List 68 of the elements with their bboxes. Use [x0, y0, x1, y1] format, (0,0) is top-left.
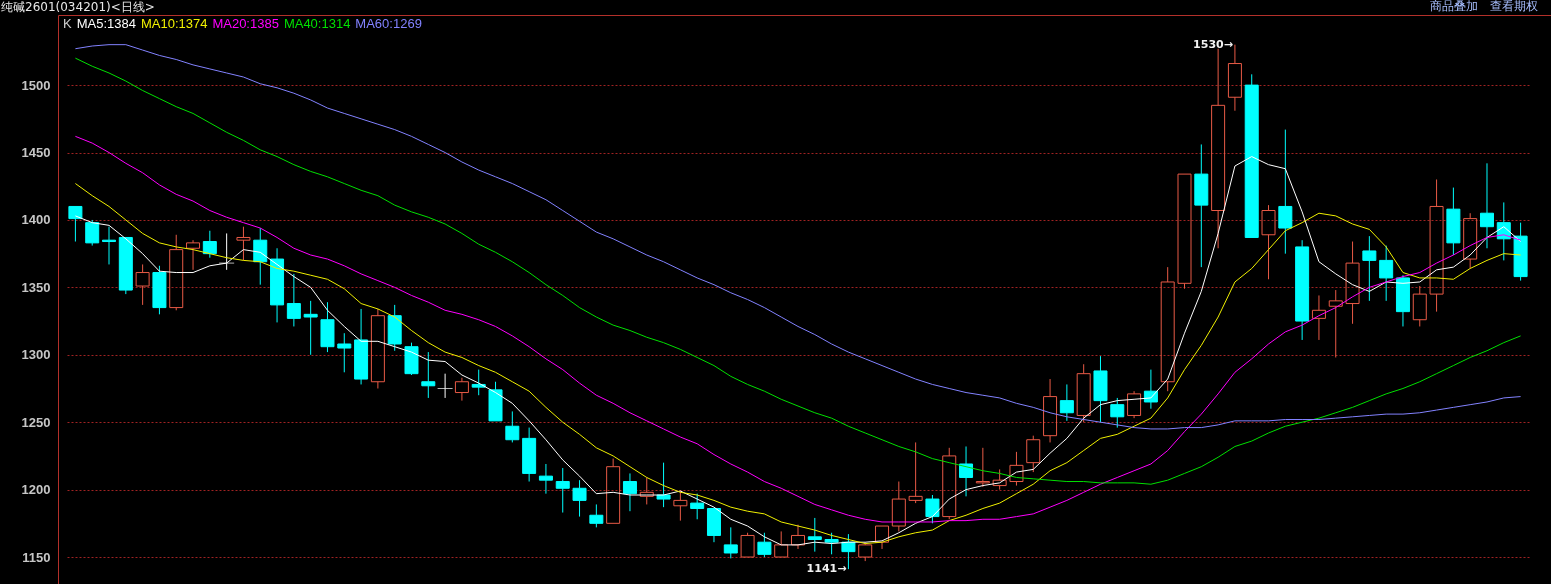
- candlestick: [522, 427, 537, 483]
- candlestick: [354, 308, 369, 385]
- candlestick: [1261, 204, 1276, 280]
- candlestick: [1009, 451, 1024, 487]
- candlestick: [622, 472, 637, 512]
- candlestick: [975, 447, 990, 488]
- text: MA40:1314: [283, 16, 351, 31]
- y-tick-label: 1500: [21, 77, 51, 93]
- annotation: 1141→: [806, 562, 847, 576]
- candlestick: [538, 463, 553, 495]
- candlestick: [303, 300, 318, 356]
- candlestick: [135, 263, 150, 306]
- candlestick: [572, 479, 587, 518]
- candlestick: [807, 517, 822, 553]
- text: MA60:1269: [355, 16, 422, 31]
- candlestick: [1093, 355, 1108, 423]
- candlestick: [1244, 73, 1259, 238]
- text: MA5:1384: [76, 16, 136, 31]
- candlestick: [1311, 294, 1326, 341]
- candlestick: [1345, 241, 1360, 325]
- y-tick-label: 1400: [21, 212, 51, 228]
- candlestick: [454, 377, 469, 402]
- candlestick: [1194, 143, 1209, 268]
- candlestick: [706, 507, 721, 543]
- candlestick: [286, 273, 301, 327]
- candlestick: [1429, 179, 1444, 313]
- legend-title: K: [63, 16, 72, 31]
- y-tick-label: 1300: [21, 347, 51, 363]
- text: 商品叠加: [1430, 0, 1478, 13]
- candlestick: [1362, 235, 1377, 302]
- candlestick: [1127, 390, 1142, 419]
- candlestick: [1160, 266, 1175, 392]
- chart-title: 纯碱2601(034201)<日线>: [1, 0, 155, 14]
- text: MA10:1374: [140, 16, 208, 31]
- candlestick: [774, 530, 789, 558]
- candlestick: [1278, 129, 1293, 255]
- candlestick: [959, 445, 974, 497]
- candlestick: [421, 351, 436, 399]
- candlestick: [1059, 383, 1074, 422]
- line-series: [74, 57, 1522, 485]
- candlestick: [1513, 222, 1528, 282]
- y-tick-label: 1250: [21, 414, 51, 430]
- candlestick: [992, 468, 1007, 491]
- candlestick: [370, 308, 385, 389]
- candlestick: [875, 525, 890, 550]
- candlestick: [1043, 378, 1058, 443]
- annotation: 1530→: [1193, 37, 1233, 51]
- candlestick: [791, 524, 805, 550]
- candlestick: [236, 226, 251, 261]
- candlestick: [1295, 239, 1310, 341]
- candlestick: [606, 458, 621, 524]
- candlestick: [1177, 173, 1192, 290]
- y-tick-label: 1350: [21, 279, 51, 295]
- candlestick: [270, 247, 285, 323]
- y-tick-label: 1450: [21, 145, 51, 161]
- text: MA20:1385: [212, 16, 279, 31]
- y-tick-label: 1200: [21, 482, 51, 498]
- candlestick: [186, 239, 201, 271]
- candlestick: [1211, 48, 1226, 249]
- text: 查看期权: [1490, 0, 1538, 13]
- candlestick: [1328, 289, 1343, 358]
- candlestick: [437, 373, 453, 399]
- candlestick: [337, 332, 352, 373]
- candlestick: [555, 467, 570, 514]
- candlestick: [1479, 162, 1494, 249]
- y-tick-label: 1150: [22, 549, 51, 565]
- candlestick: [202, 230, 217, 259]
- candlestick: [68, 205, 83, 243]
